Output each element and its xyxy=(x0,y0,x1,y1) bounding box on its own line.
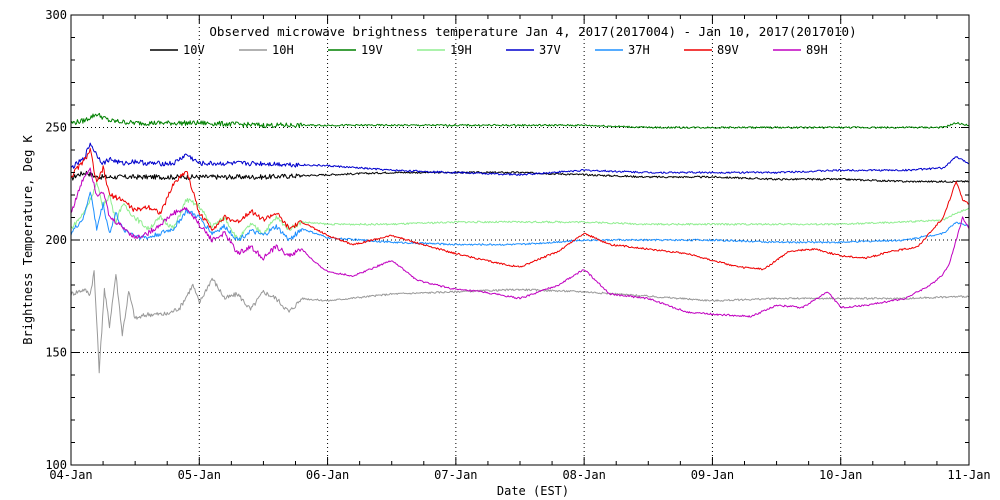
x-tick-label: 06-Jan xyxy=(306,468,349,482)
y-tick-label: 100 xyxy=(45,458,67,472)
y-axis: 100 150 200 250 300 xyxy=(45,8,969,472)
x-axis: 04-Jan 05-Jan 06-Jan 07-Jan 08-Jan 09-Jan 10-J… xyxy=(49,15,991,482)
legend-label-89V: 89V xyxy=(717,43,739,57)
series-line-19V xyxy=(70,112,970,129)
y-axis-label: Brightness Temperature, Deg K xyxy=(21,134,35,344)
x-tick-label: 11-Jan xyxy=(947,468,990,482)
series-layer xyxy=(70,112,970,374)
legend-label-19H: 19H xyxy=(450,43,472,57)
series-line-10V xyxy=(70,170,970,183)
x-tick-label: 04-Jan xyxy=(49,468,92,482)
legend: 10V 10H 19V 19H 37V 37H 89V 89H xyxy=(150,43,828,57)
legend-label-37V: 37V xyxy=(539,43,561,57)
x-tick-label: 09-Jan xyxy=(691,468,734,482)
legend-label-10V: 10V xyxy=(183,43,205,57)
grid-layer xyxy=(71,15,969,465)
series-line-10H xyxy=(70,270,970,374)
y-tick-label: 300 xyxy=(45,8,67,22)
series-line-37V xyxy=(70,142,970,176)
y-tick-label: 150 xyxy=(45,346,67,360)
x-tick-label: 07-Jan xyxy=(434,468,477,482)
x-tick-label: 05-Jan xyxy=(178,468,221,482)
legend-label-89H: 89H xyxy=(806,43,828,57)
x-tick-label: 08-Jan xyxy=(562,468,605,482)
series-line-37H xyxy=(70,191,970,246)
legend-label-37H: 37H xyxy=(628,43,650,57)
legend-label-19V: 19V xyxy=(361,43,383,57)
chart-title: Observed microwave brightness temperatur… xyxy=(209,24,856,39)
legend-label-10H: 10H xyxy=(272,43,294,57)
y-tick-label: 200 xyxy=(45,233,67,247)
x-axis-label: Date (EST) xyxy=(497,484,569,498)
series-line-89H xyxy=(70,167,970,318)
series-line-19H xyxy=(70,181,970,241)
x-tick-label: 10-Jan xyxy=(819,468,862,482)
y-tick-label: 250 xyxy=(45,121,67,135)
series-line-89V xyxy=(70,147,969,271)
